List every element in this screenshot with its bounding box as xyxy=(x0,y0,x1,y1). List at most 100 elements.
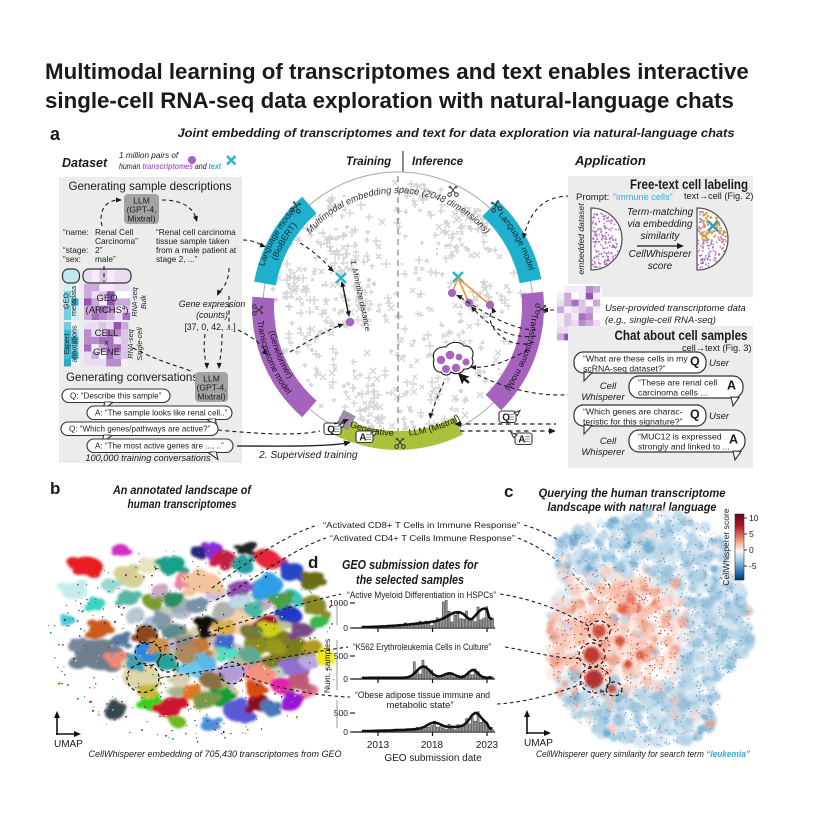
svg-text:RNA-seq: RNA-seq xyxy=(130,287,139,316)
svg-text:LLM: LLM xyxy=(133,196,150,206)
svg-text:500: 500 xyxy=(334,651,348,661)
svg-text:0: 0 xyxy=(343,674,348,684)
svg-text:tissue sample taken: tissue sample taken xyxy=(156,236,230,246)
svg-text:Cell: Cell xyxy=(600,381,617,392)
svg-text:Q: “Which genes/pathways are a: Q: “Which genes/pathways are active?” xyxy=(69,425,211,434)
svg-text:A: A xyxy=(518,435,525,446)
svg-text:human transcriptomes: human transcriptomes xyxy=(128,499,237,511)
svg-text:Q: Q xyxy=(690,408,700,422)
svg-text:A: A xyxy=(729,433,738,447)
svg-text:(ARCHS4): (ARCHS4) xyxy=(86,305,129,316)
svg-text:Dataset: Dataset xyxy=(62,156,108,170)
svg-text:Joint embedding of transcripto: Joint embedding of transcriptomes and te… xyxy=(178,126,735,140)
svg-text:Carcinoma”: Carcinoma” xyxy=(95,236,138,246)
svg-text:“sex:: “sex: xyxy=(63,254,81,264)
svg-text:Free-text cell labeling: Free-text cell labeling xyxy=(630,177,748,192)
svg-text:(counts): (counts) xyxy=(196,310,228,320)
svg-text:“Active Myeloid Differentiatio: “Active Myeloid Differentiation in HSPCs… xyxy=(347,590,496,600)
svg-text:(e.g., single-cell RNA-seq): (e.g., single-cell RNA-seq) xyxy=(605,315,716,326)
svg-text:teristic for this signature?”: teristic for this signature?” xyxy=(583,417,683,427)
svg-text:Gene expression: Gene expression xyxy=(179,299,246,309)
svg-text:strongly and linked to ...: strongly and linked to ... xyxy=(638,442,730,452)
svg-text:Training: Training xyxy=(346,156,391,168)
svg-text:100,000 training conversations: 100,000 training conversations xyxy=(85,453,211,463)
svg-text:CELL: CELL xyxy=(95,328,119,339)
svg-text:Whisperer: Whisperer xyxy=(581,392,625,403)
svg-text:Q: Q xyxy=(327,425,335,436)
svg-text:1000: 1000 xyxy=(329,598,348,608)
svg-text:“Renal cell carcinoma: “Renal cell carcinoma xyxy=(156,227,236,237)
svg-text:A: A xyxy=(727,379,736,393)
svg-text:Querying the human transcripto: Querying the human transcriptome xyxy=(539,486,726,500)
svg-text:UMAP: UMAP xyxy=(524,738,553,749)
svg-text:CellWhisperer score: CellWhisperer score xyxy=(721,508,731,586)
svg-text:Chat about cell samples: Chat about cell samples xyxy=(615,328,748,343)
svg-text:single-cell RNA-seq data explo: single-cell RNA-seq data exploration wit… xyxy=(45,88,734,113)
svg-text:“stage:: “stage: xyxy=(63,245,88,255)
svg-text:“MUC12 is expressed: “MUC12 is expressed xyxy=(638,432,722,442)
svg-text:GENE: GENE xyxy=(93,347,120,358)
svg-text:text→cell (Fig. 2): text→cell (Fig. 2) xyxy=(684,191,753,201)
svg-text:5: 5 xyxy=(749,529,754,539)
svg-text:A: “The most active genes are: A: “The most active genes are ..., ..” xyxy=(95,442,224,451)
svg-text:2023: 2023 xyxy=(476,740,499,751)
svg-text:UMAP: UMAP xyxy=(54,739,83,750)
svg-text:“name:: “name: xyxy=(63,227,89,237)
svg-text:score: score xyxy=(648,261,673,272)
svg-text:2013: 2013 xyxy=(367,740,390,751)
svg-text:Q: Q xyxy=(502,413,510,424)
svg-text:Renal Cell: Renal Cell xyxy=(95,227,133,237)
svg-text:Expertannotations: Expertannotations xyxy=(62,325,78,363)
svg-text:“These are renal cell: “These are renal cell xyxy=(638,378,717,388)
svg-text:“Which genes are charac-: “Which genes are charac- xyxy=(583,407,683,417)
svg-text:LLM: LLM xyxy=(203,374,220,384)
svg-text:500: 500 xyxy=(334,708,348,718)
svg-text:Prompt:: Prompt: xyxy=(576,192,609,203)
svg-text:CellWhisperer: CellWhisperer xyxy=(629,249,692,260)
svg-text:CellWhisperer query similarity: CellWhisperer query similarity for searc… xyxy=(536,749,750,759)
svg-text:scRNA-seq dataset?”: scRNA-seq dataset?” xyxy=(583,364,666,374)
svg-text:2. Supervised training: 2. Supervised training xyxy=(258,450,358,461)
svg-text:landscape with natural languag: landscape with natural language xyxy=(548,500,717,514)
svg-text:A: A xyxy=(359,433,366,444)
svg-text:User-provided transcriptome da: User-provided transcriptome data xyxy=(605,303,746,314)
svg-text:c: c xyxy=(504,482,513,501)
svg-text:0: 0 xyxy=(749,545,754,555)
svg-text:Mixtral): Mixtral) xyxy=(127,214,155,224)
svg-text:Cell: Cell xyxy=(600,436,617,447)
svg-text:-5: -5 xyxy=(749,561,757,571)
svg-text:A: “The sample looks like rena: A: “The sample looks like renal cell..” xyxy=(95,409,228,418)
svg-text:User: User xyxy=(709,358,730,369)
svg-text:GEO submission dates for: GEO submission dates for xyxy=(342,558,479,572)
svg-text:1 million pairs of: 1 million pairs of xyxy=(119,151,179,160)
svg-text:x: x xyxy=(104,337,109,347)
svg-text:Single-cell: Single-cell xyxy=(135,327,144,361)
svg-text:2018: 2018 xyxy=(421,740,444,751)
svg-text:a: a xyxy=(50,124,61,144)
svg-text:GEO: GEO xyxy=(96,293,117,304)
svg-text:“What are these cells in my: “What are these cells in my xyxy=(583,354,688,364)
svg-text:similarity: similarity xyxy=(641,231,681,242)
svg-text:Mixtral): Mixtral) xyxy=(197,392,225,402)
svg-text:GEOmetadata: GEOmetadata xyxy=(62,286,78,316)
svg-text:from a male patient at: from a male patient at xyxy=(156,245,237,255)
svg-text:via embedding: via embedding xyxy=(627,219,692,230)
svg-text:Bulk: Bulk xyxy=(139,295,148,309)
svg-text:carcinoma cells ...: carcinoma cells ... xyxy=(638,388,708,398)
svg-text:male”: male” xyxy=(95,254,116,264)
svg-text:(GPT-4,: (GPT-4, xyxy=(196,383,226,393)
svg-text:(GPT-4,: (GPT-4, xyxy=(126,205,156,215)
svg-text:Q: Q xyxy=(690,355,700,369)
svg-text:0: 0 xyxy=(343,623,348,633)
svg-text:GEO submission date: GEO submission date xyxy=(384,753,482,764)
svg-text:“Activated CD8+ T Cells in Imm: “Activated CD8+ T Cells in Immune Respon… xyxy=(323,520,520,530)
svg-text:“Obese adipose tissue immune a: “Obese adipose tissue immune and xyxy=(355,690,490,700)
svg-text:User: User xyxy=(709,411,730,422)
svg-text:Whisperer: Whisperer xyxy=(581,447,625,458)
svg-text:“K562 Erythroleukemia Cells in: “K562 Erythroleukemia Cells in Culture” xyxy=(353,642,491,652)
svg-text:CellWhisperer embedding of 705: CellWhisperer embedding of 705,430 trans… xyxy=(89,749,342,759)
svg-text:[37, 0, 42, ...]: [37, 0, 42, ...] xyxy=(184,322,235,332)
svg-text:Generating sample descriptions: Generating sample descriptions xyxy=(68,180,231,193)
svg-text:RNA-seq: RNA-seq xyxy=(126,329,135,358)
svg-text:embedded dataset: embedded dataset xyxy=(576,203,586,275)
